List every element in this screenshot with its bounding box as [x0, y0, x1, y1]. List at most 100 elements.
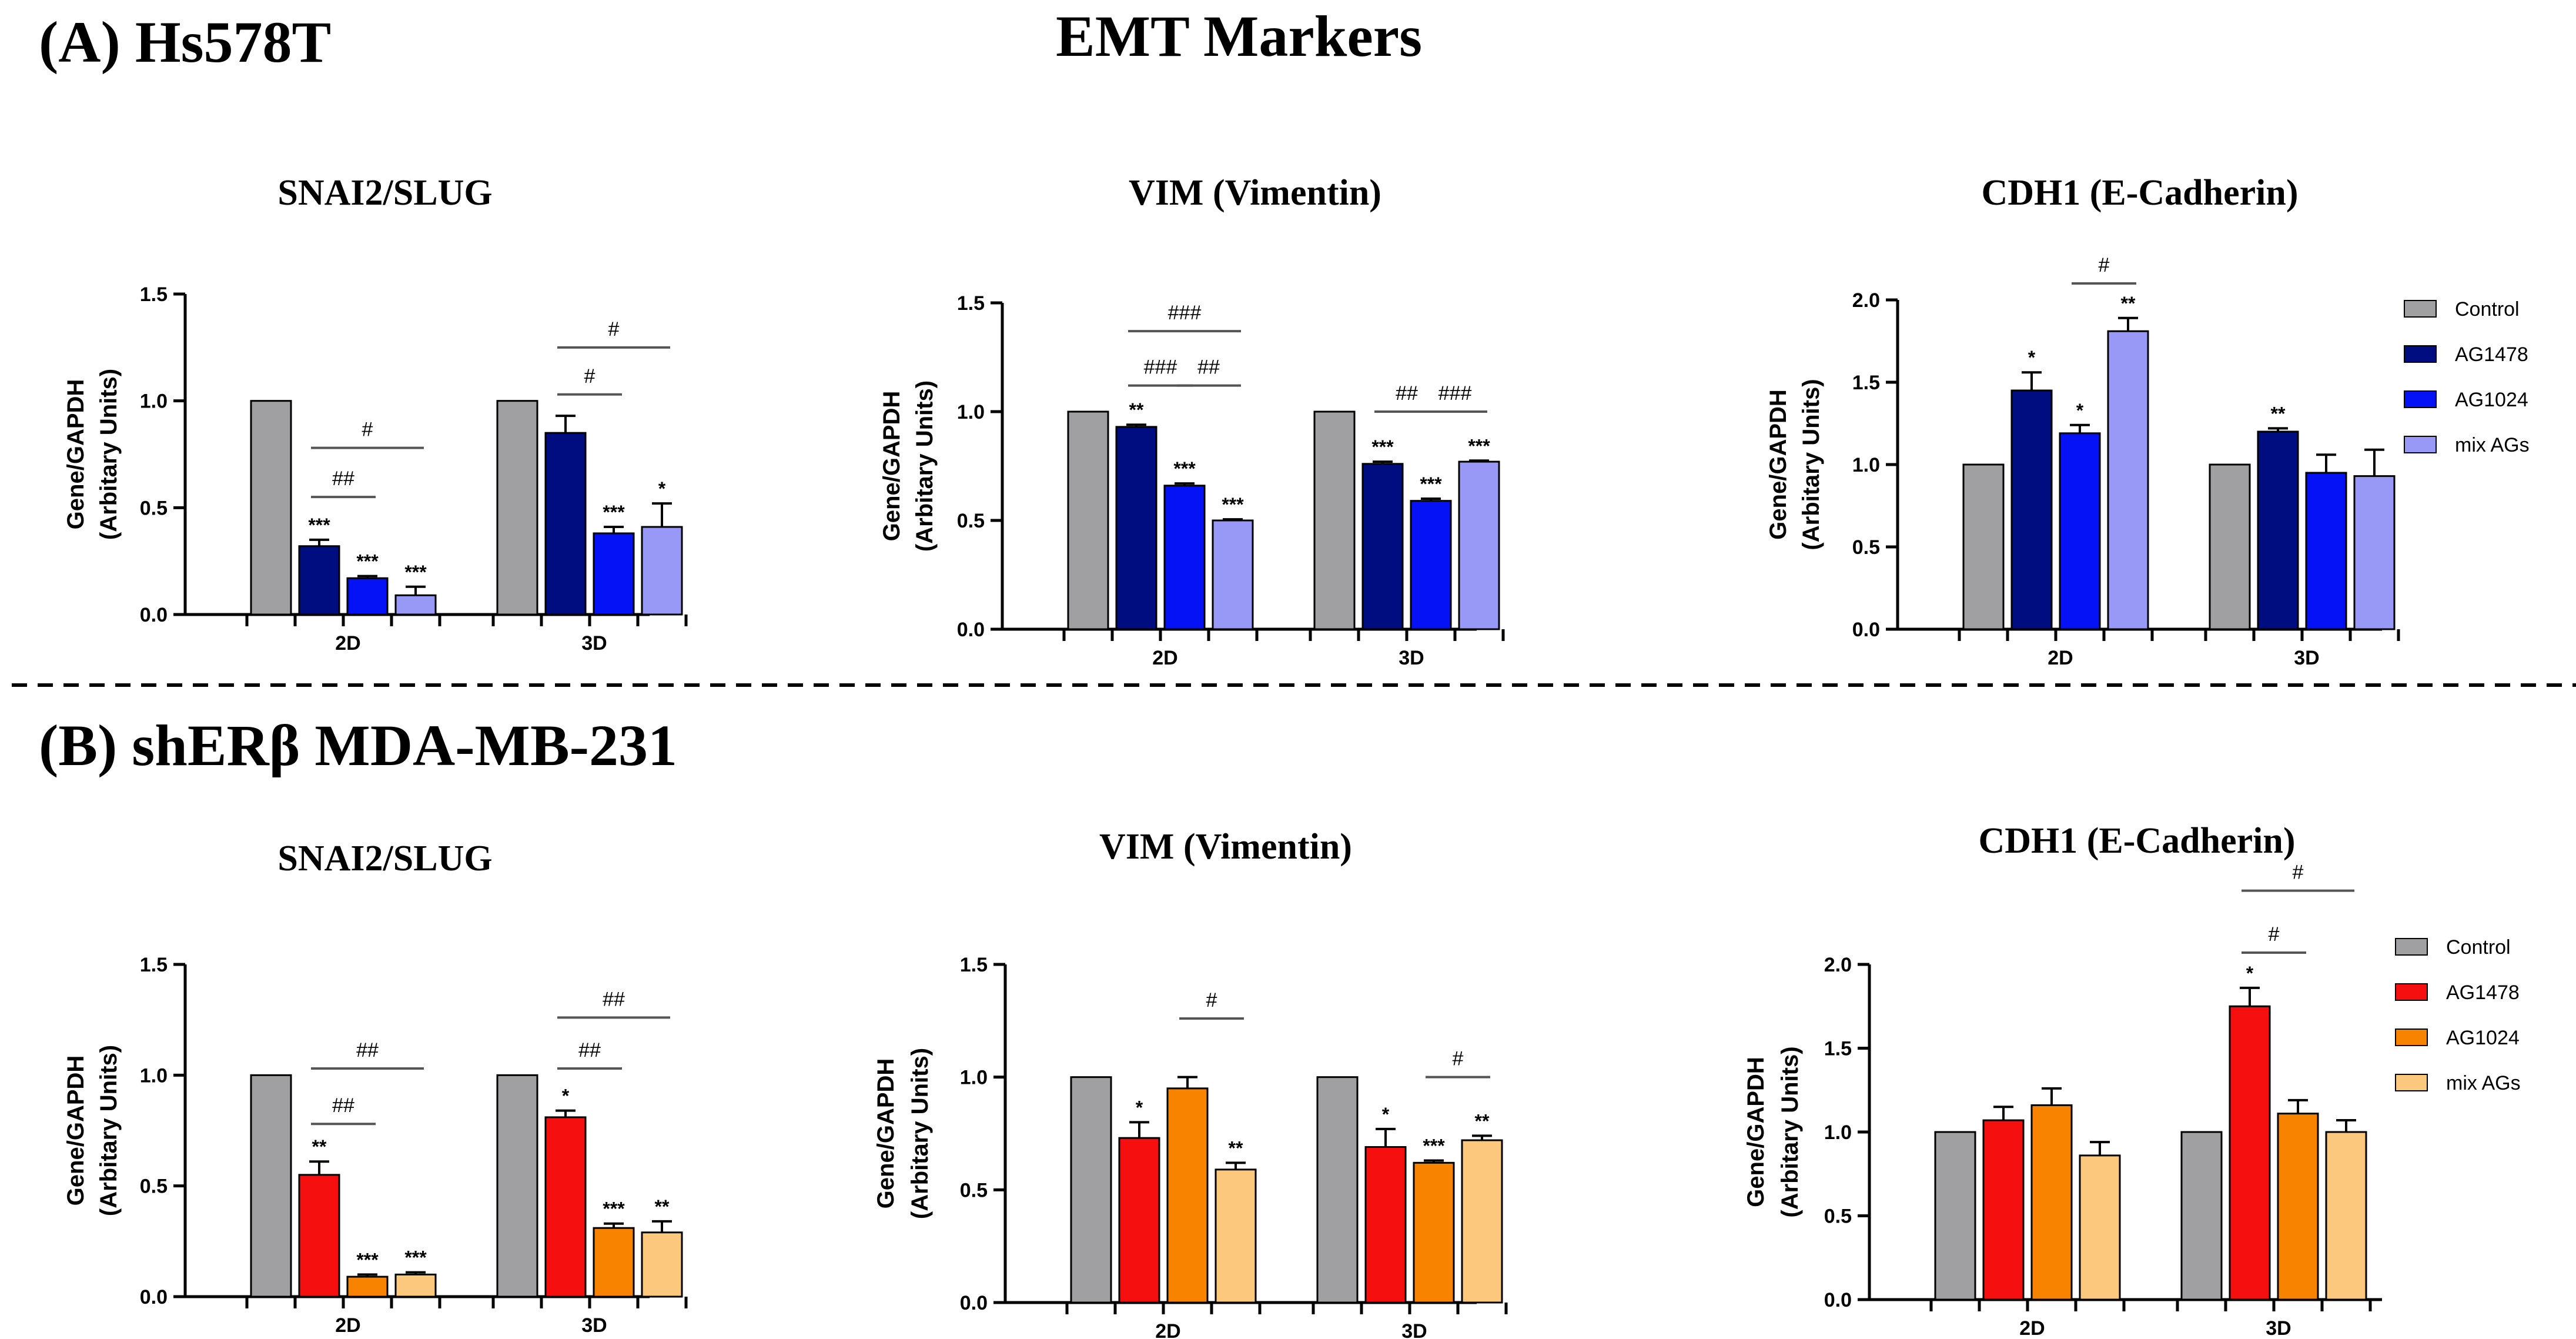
- category-label: 2D: [1155, 1320, 1180, 1339]
- charts-layer: SNAI2/SLUG Gene/GAPDH (Arbitary Units) 0.0 0…: [63, 173, 2400, 1339]
- bar-ag1024-3d: [2305, 472, 2347, 630]
- significance-star: ***: [356, 551, 379, 572]
- y-tick-label: 0.0: [140, 1286, 168, 1308]
- chart-a-slug: SNAI2/SLUG Gene/GAPDH (Arbitary Units) 0.0 0…: [63, 173, 688, 655]
- legend-label: mix AGs: [2446, 1072, 2521, 1094]
- y-tick-label: 0.0: [140, 604, 168, 626]
- category-label: 3D: [581, 1314, 607, 1337]
- bar-mix-ags-3d: [1458, 460, 1500, 630]
- bar-ag1478-3d: [544, 432, 587, 616]
- bar-control-2d: [250, 400, 292, 616]
- bar-control-3d: [496, 400, 538, 616]
- comparison-label: ##: [332, 468, 354, 490]
- legend-label: Control: [2446, 936, 2511, 959]
- bar-mix-ags-2d: [1212, 519, 1254, 630]
- y-tick-label: 1.0: [1852, 454, 1880, 476]
- y-tick-label: 0.5: [140, 497, 168, 519]
- comparison-label: ###: [1438, 382, 1472, 405]
- bar-ag1478-3d: [1364, 1146, 1407, 1304]
- y-tick-label: 0.5: [957, 510, 985, 532]
- y-tick-label: 0.0: [1824, 1289, 1852, 1311]
- y-tick-label: 1.5: [960, 954, 988, 976]
- significance-star: *: [2028, 347, 2036, 368]
- y-tick-label: 0.0: [1852, 619, 1880, 641]
- category-label: 2D: [2019, 1317, 2045, 1339]
- y-tick-label: 1.0: [1824, 1121, 1852, 1144]
- y-tick-label: 0.5: [1824, 1206, 1852, 1228]
- legend-swatch: [2404, 345, 2437, 363]
- category-label: 2D: [1152, 647, 1177, 669]
- chart-title-a-vim: VIM (Vimentin): [1129, 173, 1381, 213]
- y-axis-label-b-slug: (Arbitary Units): [96, 1045, 122, 1216]
- chart-title-b-cdh1: CDH1 (E-Cadherin): [1978, 821, 2295, 861]
- y-tick-label: 1.5: [140, 283, 168, 306]
- significance-star: ***: [1371, 436, 1394, 458]
- significance-star: **: [655, 1196, 670, 1217]
- bar-ag1024-3d: [1413, 1161, 1455, 1304]
- bar-ag1024-3d: [593, 532, 635, 616]
- chart-a-cdh1: CDH1 (E-Cadherin) Gene/GAPDH (Arbitary Uni…: [1765, 173, 2400, 669]
- bar-ag1478-3d: [2229, 1005, 2271, 1301]
- comparison-label: #: [1453, 1048, 1464, 1070]
- significance-star: **: [1475, 1110, 1490, 1131]
- comparison-label: #: [1206, 989, 1217, 1011]
- category-label: 3D: [2266, 1317, 2291, 1339]
- bar-mix-ags-2d: [2079, 1154, 2121, 1301]
- y-tick-label: 0.5: [1852, 536, 1880, 559]
- bar-ag1024-2d: [2059, 432, 2101, 630]
- bar-mix-ags-3d: [641, 1231, 683, 1298]
- bar-control-3d: [1316, 1076, 1359, 1304]
- y-tick-label: 1.5: [957, 292, 985, 315]
- y-axis-label-a-cdh1: Gene/GAPDH: [1765, 389, 1791, 540]
- comparison-label: #: [2293, 861, 2304, 884]
- y-axis-label-a-slug: Gene/GAPDH: [63, 379, 89, 530]
- comparison-label: ###: [1168, 302, 1202, 324]
- bar-control-2d: [1067, 410, 1109, 630]
- legend-swatch: [2404, 390, 2437, 408]
- significance-star: **: [2121, 293, 2136, 314]
- legend-swatch: [2395, 938, 2428, 956]
- comparison-label: ##: [1396, 382, 1418, 405]
- significance-star: ***: [1173, 458, 1196, 479]
- bar-mix-ags-2d: [394, 1273, 437, 1298]
- significance-star: ***: [404, 562, 427, 583]
- significance-star: ***: [308, 515, 330, 536]
- bar-control-2d: [1962, 463, 2005, 630]
- comparison-label: #: [608, 318, 620, 340]
- y-tick-label: 0.5: [140, 1176, 168, 1198]
- category-label: 2D: [335, 1314, 360, 1337]
- significance-star: ***: [404, 1247, 427, 1268]
- y-axis-label-b-slug: Gene/GAPDH: [63, 1056, 89, 1206]
- y-tick-label: 1.0: [957, 401, 985, 423]
- comparison-label: ###: [1144, 356, 1177, 379]
- bar-control-2d: [1070, 1076, 1112, 1304]
- significance-star: **: [1129, 399, 1144, 420]
- y-tick-label: 0.0: [957, 619, 985, 641]
- bar-control-3d: [1313, 410, 1356, 630]
- y-tick-label: 2.0: [1824, 954, 1852, 976]
- significance-star: **: [2271, 403, 2286, 424]
- bar-mix-ags-3d: [2353, 475, 2396, 630]
- bar-ag1024-3d: [2277, 1113, 2319, 1301]
- bar-control-3d: [2180, 1131, 2223, 1301]
- bar-mix-ags-2d: [394, 594, 437, 616]
- category-label: 2D: [335, 632, 360, 655]
- bar-mix-ags-3d: [1461, 1139, 1503, 1304]
- bar-ag1024-3d: [593, 1227, 635, 1298]
- y-tick-label: 2.0: [1852, 289, 1880, 312]
- comparison-label: #: [584, 365, 596, 388]
- bar-ag1024-2d: [1166, 1087, 1209, 1304]
- legends-layer: Control AG1478 AG1024 mix AGs Control AG1478 A…: [2395, 298, 2530, 1094]
- legend-swatch: [2395, 1029, 2428, 1046]
- y-axis-label-b-cdh1: Gene/GAPDH: [1743, 1057, 1769, 1207]
- y-axis-label-b-vim: (Arbitary Units): [907, 1048, 933, 1219]
- bar-mix-ags-3d: [2325, 1131, 2367, 1301]
- legend-label: AG1478: [2446, 981, 2520, 1004]
- chart-b-slug: SNAI2/SLUG Gene/GAPDH (Arbitary Units) 0.0 0…: [63, 839, 688, 1337]
- chart-title-a-cdh1: CDH1 (E-Cadherin): [1981, 173, 2298, 213]
- chart-title-b-vim: VIM (Vimentin): [1099, 827, 1352, 867]
- bar-ag1024-2d: [1163, 485, 1206, 630]
- legend-swatch: [2395, 1074, 2428, 1091]
- y-axis-label-a-vim: Gene/GAPDH: [879, 391, 905, 542]
- legend-label: Control: [2455, 298, 2520, 320]
